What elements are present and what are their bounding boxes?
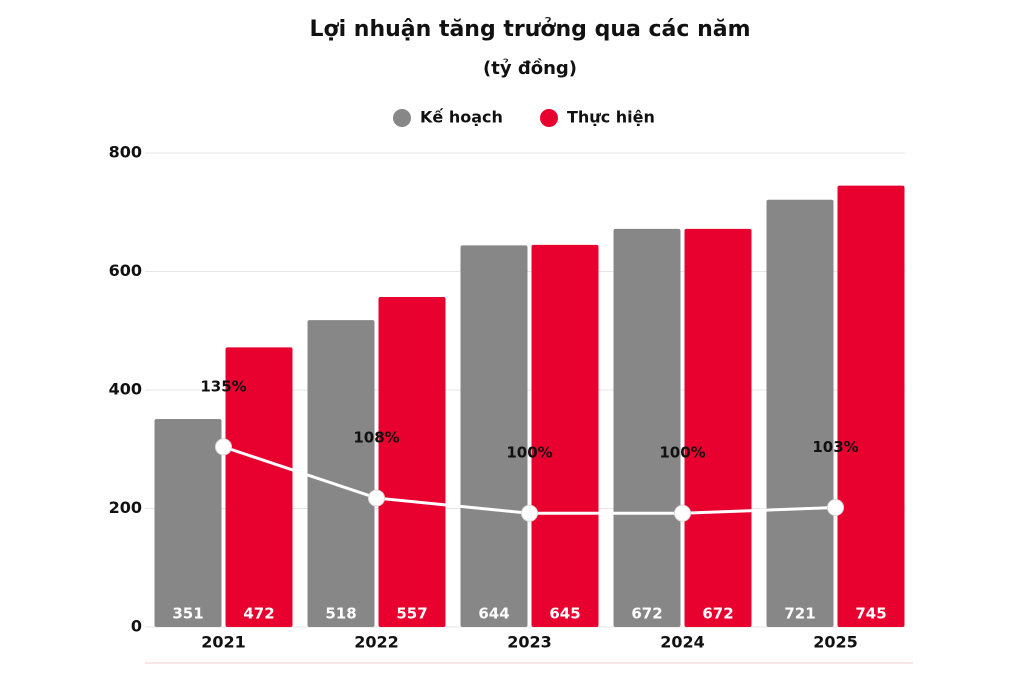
- bar-value-label: 472: [243, 605, 274, 623]
- bar-value-label: 672: [702, 605, 733, 623]
- legend-marker: [540, 109, 558, 127]
- chart-subtitle: (tỷ đồng): [483, 58, 577, 79]
- chart-title: Lợi nhuận tăng trưởng qua các năm: [309, 17, 750, 42]
- ratio-point: [521, 504, 538, 522]
- x-tick-label: 2024: [660, 633, 705, 652]
- legend-marker: [393, 109, 411, 127]
- bar-value-label: 351: [172, 605, 203, 623]
- bar: [225, 347, 293, 627]
- x-tick-label: 2022: [354, 633, 399, 652]
- ratio-label: 135%: [200, 377, 246, 395]
- y-tick-label: 400: [109, 380, 142, 399]
- ratio-point: [215, 438, 232, 456]
- legend-label: Kế hoạch: [420, 108, 503, 127]
- y-tick-label: 200: [109, 498, 142, 517]
- ratio-point: [368, 489, 385, 507]
- ratio-label: 103%: [812, 438, 858, 456]
- bar: [378, 296, 446, 627]
- bar-value-label: 745: [855, 605, 886, 623]
- ratio-point: [827, 499, 844, 517]
- ratio-label: 100%: [506, 444, 552, 462]
- y-tick-label: 0: [131, 617, 142, 636]
- bar-value-label: 645: [549, 605, 580, 623]
- bar: [837, 185, 905, 627]
- x-tick-label: 2021: [201, 633, 246, 652]
- bar-value-label: 644: [478, 605, 509, 623]
- y-tick-label: 600: [109, 261, 142, 280]
- bar-value-label: 518: [325, 605, 356, 623]
- bar: [613, 228, 681, 627]
- ratio-point: [674, 504, 691, 522]
- bar-value-label: 672: [631, 605, 662, 623]
- x-tick-label: 2025: [813, 633, 858, 652]
- bar: [531, 244, 599, 627]
- bar: [307, 320, 375, 627]
- bar: [460, 245, 528, 627]
- bar: [766, 199, 834, 627]
- y-tick-label: 800: [109, 143, 142, 162]
- x-tick-label: 2023: [507, 633, 552, 652]
- bar-value-label: 557: [396, 605, 427, 623]
- legend-label: Thực hiện: [567, 108, 655, 127]
- bar: [684, 228, 752, 627]
- ratio-label: 108%: [353, 429, 399, 447]
- bar-value-label: 721: [784, 605, 815, 623]
- bar: [154, 419, 222, 627]
- ratio-label: 100%: [659, 444, 705, 462]
